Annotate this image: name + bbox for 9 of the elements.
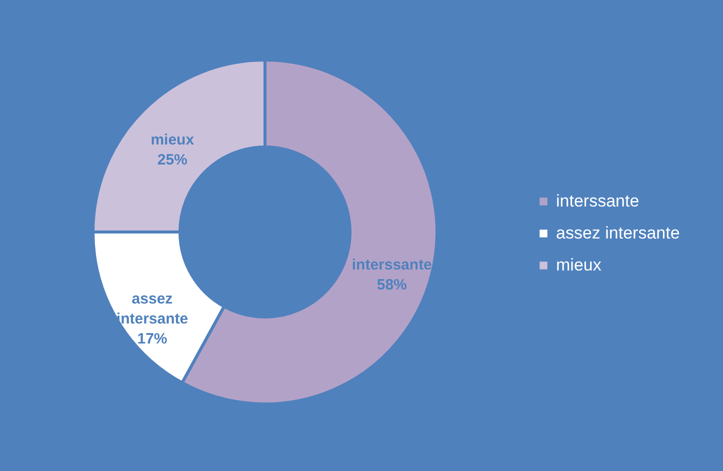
legend-label: assez intersante (556, 224, 680, 242)
data-label: 25% (157, 151, 188, 168)
slice-label: assez intersante (116, 290, 188, 328)
legend-label: interssante (556, 192, 640, 210)
legend-label: mieux (556, 256, 602, 274)
data-label: 17% (137, 330, 168, 348)
slice-label: interssante (352, 256, 432, 274)
slice-label: mieux (150, 131, 195, 148)
data-label: 58% (376, 276, 407, 294)
